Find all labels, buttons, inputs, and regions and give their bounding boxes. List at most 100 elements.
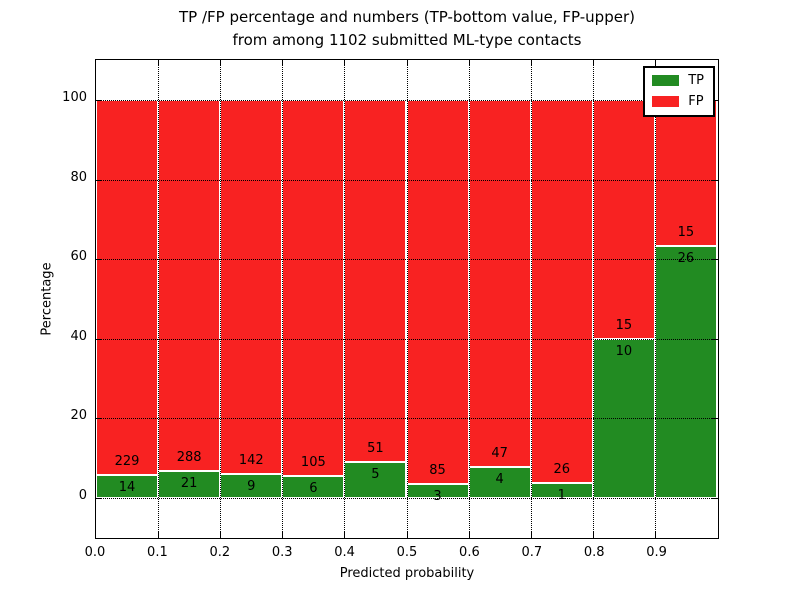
v-gridline [344,60,346,538]
fp-bar [220,100,283,475]
fp-count-label: 15 [677,224,695,240]
x-tick-label: 0.9 [646,545,667,560]
tp-count-label: 5 [371,467,380,483]
y-tick-mark [96,418,101,420]
y-tick-label: 20 [70,408,87,424]
fp-count-label: 51 [367,441,384,457]
y-tick-mark [712,259,717,261]
fp-legend-label: FP [688,94,704,109]
tp-count-label: 10 [615,343,633,359]
x-tick-label: 0.3 [271,545,293,560]
y-axis-label: Percentage [39,262,55,336]
fp-bar [96,100,159,476]
x-tick-mark [654,532,656,537]
x-tick-label: 0.6 [459,545,480,560]
y-tick-mark [712,498,717,499]
chart-title-line1: TP /FP percentage and numbers (TP-bottom… [179,8,635,26]
tp-count-label: 3 [433,489,442,505]
tp-count-label: 14 [118,480,136,496]
chart-title: TP /FP percentage and numbers (TP-bottom… [95,6,719,52]
fp-bar [406,100,469,485]
legend-row-fp: FP [652,95,704,108]
x-tick-mark [344,532,346,537]
y-tick-mark [712,179,717,181]
v-gridline [654,60,656,538]
tp-bar [158,470,221,498]
y-tick-mark [96,498,101,499]
y-tick-mark [712,418,717,420]
v-gridline [220,60,222,538]
fp-bar [530,100,593,484]
tp-count-label: 26 [677,250,695,266]
y-tick-label: 80 [70,169,87,185]
y-tick-mark [96,100,101,101]
x-tick-mark [654,60,656,65]
x-tick-label: 0.4 [334,545,355,560]
x-tick-label: 0.7 [521,545,543,560]
x-tick-mark [592,532,594,537]
v-gridline [530,60,532,538]
tp-bar [654,245,717,498]
y-tick-label: 40 [70,328,87,344]
y-tick-mark [96,179,101,181]
x-tick-mark [530,532,532,537]
v-gridline [468,60,470,538]
fp-bar [344,100,407,463]
v-gridline [592,60,594,538]
x-tick-label: 0.2 [209,545,231,560]
x-tick-mark [592,60,594,65]
x-tick-mark [406,60,408,65]
fp-count-label: 85 [429,463,446,479]
x-tick-mark [158,532,160,537]
fp-count-label: 142 [238,453,264,469]
tp-count-label: 9 [247,479,256,495]
plot-area: TP FP 229 14 288 21 142 9 105 6 51 5 85 3 47 4 26 1 15 10… [95,59,719,539]
fp-swatch [652,96,680,107]
fp-bar [592,100,655,339]
fp-bar [158,100,221,471]
x-tick-mark [406,532,408,537]
fp-count-label: 47 [491,445,508,461]
fp-bar [468,100,531,467]
x-tick-label: 0.5 [396,545,418,560]
y-tick-mark [96,338,101,340]
fp-count-label: 229 [114,454,140,470]
v-gridline [282,60,284,538]
chart-title-line2: from among 1102 submitted ML-type contac… [232,31,582,49]
y-tick-mark [712,338,717,340]
tp-count-label: 1 [557,488,566,504]
fp-count-label: 288 [176,449,202,465]
x-tick-mark [220,60,222,65]
legend: TP FP [643,66,715,117]
x-tick-label: 0.1 [147,545,168,560]
legend-row-tp: TP [652,74,704,87]
y-tick-mark [96,259,101,261]
tp-bar [96,475,159,498]
v-gridline [406,60,408,538]
x-tick-label: 0.0 [84,545,106,560]
tp-swatch [652,75,680,86]
tp-count-label: 6 [309,481,318,497]
x-tick-mark [220,532,222,537]
x-axis-label: Predicted probability [339,566,475,581]
fp-bar [282,100,345,477]
fp-count-label: 26 [553,462,571,478]
y-tick-label: 0 [78,488,87,503]
v-gridline [158,60,160,538]
y-tick-label: 60 [70,249,87,265]
x-tick-mark [282,532,284,537]
tp-count-label: 4 [495,471,504,487]
fp-count-label: 15 [615,317,633,333]
x-tick-mark [468,532,470,537]
x-tick-label: 0.8 [583,545,605,560]
x-tick-mark [344,60,346,65]
x-tick-mark [468,60,470,65]
x-tick-mark [530,60,532,65]
x-tick-mark [282,60,284,65]
tp-legend-label: TP [688,73,704,88]
tp-count-label: 21 [180,475,198,491]
fp-count-label: 105 [300,455,326,471]
x-tick-mark [158,60,160,65]
y-tick-label: 100 [62,90,87,105]
